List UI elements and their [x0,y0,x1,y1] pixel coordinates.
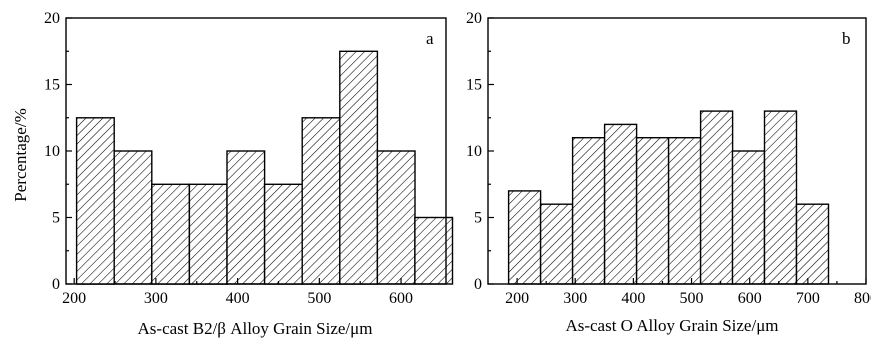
y-tick-label: 15 [466,77,482,94]
histogram-bar [571,136,606,285]
x-tick-label: 500 [307,290,331,307]
histogram-panel-b: 200 300 400 500 600 700 800 0 5 10 15 20 b As-cast … [466,10,871,335]
x-tick-label: 200 [62,290,86,307]
plot-frame [65,17,447,285]
histogram-bar [75,117,115,285]
histogram-bar [188,183,228,285]
x-tick-label: 700 [796,290,820,307]
histogram-bar [301,117,341,285]
y-tick-label: 10 [44,143,60,160]
panel-label: b [842,29,851,48]
x-axis-title: As-cast B2/β Alloy Grain Size/μm [138,319,373,338]
y-axis-title: Percentage/% [11,108,30,201]
x-tick-label: 400 [226,290,250,307]
y-tick-label: 0 [474,276,482,293]
histogram-bar [376,150,416,285]
histogram-panel-a: Percentage/% 200 300 400 500 600 0 5 10 15 20 a A… [11,10,454,338]
panel-label: a [426,29,434,48]
y-tick-label: 5 [474,210,482,227]
plot-frame [487,17,867,285]
y-tick-label: 15 [44,77,60,94]
y-tick-label: 20 [44,10,60,27]
x-tick-label: 600 [738,290,762,307]
histogram-bar [339,50,379,285]
y-tick-label: 0 [52,276,60,293]
histogram-bar [667,136,702,285]
x-tick-label: 400 [621,290,645,307]
histogram-bar [263,183,303,285]
histogram-bar [603,123,638,285]
histogram-bar [113,150,153,285]
x-tick-label: 300 [144,290,168,307]
y-tick-label: 10 [466,143,482,160]
histogram-bar [731,150,766,285]
x-tick-label: 200 [505,290,529,307]
y-tick-label: 5 [52,210,60,227]
histogram-bar [763,110,798,285]
histogram-bar [635,136,670,285]
x-tick-label: 800 [854,290,871,307]
histogram-bar [414,216,454,285]
histogram-bar [226,150,266,285]
histogram-bar [151,183,191,285]
histogram-bar [507,190,542,285]
x-tick-label: 300 [563,290,587,307]
x-tick-label: 600 [389,290,413,307]
histogram-bar [539,203,574,285]
x-tick-label: 500 [680,290,704,307]
y-tick-label: 20 [466,10,482,27]
histogram-bar [699,110,734,285]
histogram-bar [795,203,830,285]
x-axis-title: As-cast O Alloy Grain Size/μm [565,316,778,335]
